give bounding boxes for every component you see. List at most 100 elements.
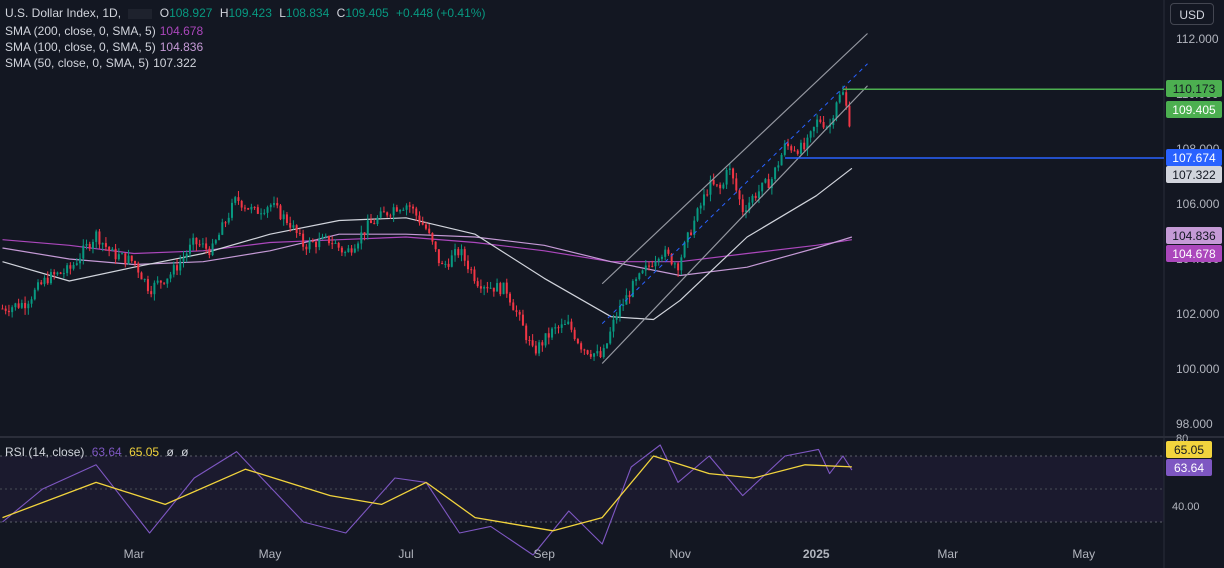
candle-body	[201, 243, 204, 245]
symbol-title: U.S. Dollar Index, 1D,	[5, 6, 122, 20]
candle-body	[618, 305, 621, 317]
candle-body	[56, 272, 59, 275]
x-tick-label: May	[1072, 547, 1095, 561]
candle-body	[424, 224, 427, 229]
candle-body	[845, 92, 848, 106]
candle-body	[841, 92, 844, 95]
candle-body	[693, 220, 696, 235]
candle-body	[686, 232, 689, 243]
candle-body	[114, 248, 117, 260]
candle-body	[146, 279, 149, 292]
channel-lower-line	[601, 85, 868, 364]
candle-body	[230, 202, 233, 218]
candle-body	[353, 248, 356, 253]
rsi-badge-text: 63.64	[1174, 461, 1204, 475]
candle-body	[463, 249, 466, 261]
candle-body	[793, 150, 796, 152]
candle-body	[395, 207, 398, 212]
candle-body	[809, 131, 812, 138]
candle-body	[664, 249, 667, 257]
candle-body	[285, 214, 288, 224]
candle-body	[14, 303, 17, 308]
candle-body	[796, 150, 799, 154]
price-badge	[1166, 80, 1222, 97]
candle-body	[787, 143, 790, 147]
candle-body	[198, 244, 201, 246]
candle-body	[654, 261, 657, 267]
candle-body	[680, 257, 683, 271]
candle-body	[130, 255, 133, 261]
candle-body	[308, 240, 311, 250]
candle-body	[205, 243, 208, 249]
candle-body	[677, 263, 680, 271]
candle-body	[748, 202, 751, 211]
candle-body	[33, 289, 36, 300]
sma200-legend[interactable]: SMA (200, close, 0, SMA, 5) 104.678	[5, 24, 207, 39]
price-badge-text: 107.322	[1172, 168, 1216, 182]
open-label: O	[159, 6, 170, 20]
candle-body	[30, 299, 33, 304]
candle-body	[437, 249, 440, 264]
price-badge-text: 104.836	[1172, 229, 1216, 243]
y-tick-label: 106.000	[1176, 197, 1220, 211]
sma50-legend[interactable]: SMA (50, close, 0, SMA, 5) 107.322	[5, 56, 200, 71]
sma100-legend[interactable]: SMA (100, close, 0, SMA, 5) 104.836	[5, 40, 207, 55]
candle-body	[589, 353, 592, 357]
candle-body	[806, 137, 809, 150]
candle-body	[412, 206, 415, 209]
candle-body	[386, 212, 389, 216]
candle-body	[544, 333, 547, 346]
candle-body	[292, 225, 295, 228]
candle-body	[444, 263, 447, 265]
candle-body	[117, 254, 120, 260]
candle-body	[673, 263, 676, 265]
candle-body	[172, 265, 175, 275]
candle-body	[318, 238, 321, 248]
candle-body	[101, 243, 104, 245]
candle-body	[812, 126, 815, 132]
candle-body	[751, 195, 754, 203]
candle-body	[434, 241, 437, 250]
candle-body	[605, 343, 608, 349]
candle-body	[489, 287, 492, 289]
candle-body	[657, 258, 660, 262]
rsi-extra-2: ø	[181, 445, 189, 459]
y-tick-label: 102.000	[1176, 307, 1220, 321]
candle-body	[250, 206, 253, 210]
candle-body	[79, 258, 82, 264]
candle-body	[441, 263, 444, 265]
open-value: 108.927	[169, 6, 213, 20]
candle-body	[790, 146, 793, 151]
candle-body	[289, 223, 292, 228]
candle-body	[24, 302, 27, 309]
rsi-legend[interactable]: RSI (14, close) 63.64 65.05 ø ø	[5, 445, 192, 460]
candle-body	[554, 327, 557, 329]
candle-body	[696, 208, 699, 221]
candle-body	[376, 217, 379, 224]
candle-body	[690, 232, 693, 235]
candle-body	[715, 184, 718, 186]
candle-body	[660, 256, 663, 259]
candle-body	[389, 215, 392, 217]
candle-body	[428, 228, 431, 233]
x-tick-label: 2025	[803, 547, 830, 561]
candle-body	[408, 205, 411, 207]
candle-body	[221, 222, 224, 235]
candle-body	[509, 293, 512, 303]
candle-body	[4, 308, 7, 311]
candle-body	[631, 281, 634, 298]
candle-body	[98, 231, 101, 245]
candle-body	[531, 340, 534, 346]
y-tick-label: 98.000	[1176, 417, 1213, 431]
candle-body	[379, 211, 382, 218]
candle-body	[49, 272, 52, 284]
candle-body	[253, 206, 256, 208]
candle-body	[483, 286, 486, 289]
close-label: C	[336, 6, 346, 20]
candle-body	[263, 212, 266, 214]
currency-button[interactable]: USD	[1170, 3, 1214, 25]
candle-body	[799, 142, 802, 154]
candle-body	[240, 200, 243, 208]
candle-body	[667, 249, 670, 254]
